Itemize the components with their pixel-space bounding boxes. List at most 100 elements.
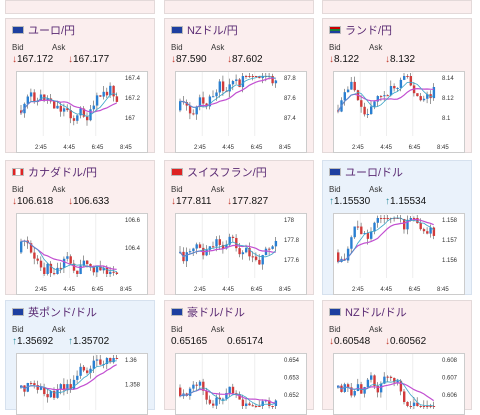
candle-body [346, 248, 350, 261]
pair-name[interactable]: 英ポンド/ドル [28, 307, 98, 319]
candle-body [399, 79, 403, 88]
bidask-values: ↓87.590 ↓87.602 [171, 54, 311, 65]
pair-name[interactable]: ランド/円 [345, 25, 393, 37]
pair-name[interactable]: スイスフラン/円 [187, 167, 267, 179]
y-tick-label: 167.4 [125, 76, 141, 82]
candle-body [379, 218, 383, 219]
candle-body [218, 397, 221, 400]
pair-title[interactable]: 豪ドル/ドル [171, 305, 245, 319]
candle-body [76, 375, 79, 380]
pair-title[interactable]: NZドル/ドル [329, 305, 407, 319]
price-chart[interactable]: 0.608 0.607 0.606 [333, 353, 465, 415]
candle-body [99, 95, 102, 97]
currency-card[interactable]: 英ポンド/ドル Bid Ask ↑1.35692 ↑1.35702 1.36 1.358 [5, 300, 155, 415]
pair-name[interactable]: 豪ドル/ドル [187, 307, 246, 319]
candle-body [33, 383, 36, 386]
candle-body [102, 91, 105, 97]
x-tick-label: 6:45 [251, 287, 263, 293]
candle-body [422, 229, 426, 232]
bid-value: ↓177.811 [171, 196, 212, 207]
candle-body [274, 240, 278, 247]
pair-title[interactable]: ユーロ/円 [12, 23, 75, 37]
currency-card[interactable]: 豪ドル/ドル Bid Ask 0.65165 0.65174 0.654 0.653 0.65… [164, 300, 314, 415]
x-tick-label: 8:45 [120, 287, 132, 293]
candle-body [376, 96, 379, 102]
ask-label: Ask [369, 43, 383, 52]
candle-body [192, 248, 195, 252]
bid-label: Bid [171, 185, 183, 194]
arrow-down-icon: ↓ [385, 336, 390, 347]
bid-label: Bid [171, 325, 183, 334]
x-tick-label: 2:45 [194, 287, 206, 293]
candle-body [264, 248, 268, 256]
bidask-labels: Bid Ask [329, 43, 469, 52]
currency-card[interactable]: カナダドル/円 Bid Ask ↓106.618 ↓106.633 106.6 106.4 2… [5, 160, 155, 295]
price-chart[interactable]: 0.654 0.653 0.652 [175, 353, 307, 415]
pair-name[interactable]: ユーロ/ドル [345, 167, 404, 179]
pair-name[interactable]: カナダドル/円 [28, 167, 98, 179]
candle-body [396, 380, 399, 383]
currency-card[interactable]: NZドル/ドル Bid Ask ↓0.60548 ↓0.60562 0.608 0.607 0… [322, 300, 472, 415]
y-tick-label: 1.157 [442, 238, 458, 244]
pair-title[interactable]: ユーロ/ドル [329, 165, 403, 179]
y-tick-label: 8.14 [442, 76, 454, 82]
pair-name[interactable]: ユーロ/円 [28, 25, 76, 37]
price-chart[interactable]: 178 177.8 177.6 2:45 4:45 6:45 8:45 [175, 213, 307, 295]
pair-title[interactable]: スイスフラン/円 [171, 165, 267, 179]
candle-body [95, 359, 99, 361]
currency-card[interactable]: スイスフラン/円 Bid Ask ↓177.811 ↓177.827 178 177.8 17… [164, 160, 314, 295]
candle-body [66, 384, 69, 391]
price-chart[interactable]: 106.6 106.4 2:45 4:45 6:45 8:45 [16, 213, 148, 295]
pair-title[interactable]: 英ポンド/ドル [12, 305, 97, 319]
candle-body [36, 385, 39, 390]
candle-body [69, 256, 72, 264]
price-chart[interactable]: 1.36 1.358 [16, 353, 148, 415]
currency-card[interactable]: ランド/円 Bid Ask ↓8.122 ↓8.132 8.14 8.12 8.1 2:45 4:… [322, 18, 472, 153]
y-tick-label: 177.8 [284, 238, 300, 244]
currency-card[interactable]: ユーロ/ドル Bid Ask ↑1.15530 ↑1.15534 1.158 1.157 1.… [322, 160, 472, 295]
candle-body [393, 85, 396, 89]
candle-body [46, 394, 49, 398]
candle-body [409, 406, 412, 407]
bidask-values: ↓8.122 ↓8.132 [329, 54, 469, 65]
candle-body [245, 403, 248, 406]
candle-body [49, 263, 53, 274]
price-chart[interactable]: 167.4 167.2 167 2:45 4:45 6:45 8:45 [16, 71, 148, 153]
arrow-down-icon: ↓ [12, 196, 17, 207]
candle-body [389, 376, 393, 378]
candle-body [26, 382, 29, 392]
price-chart[interactable]: 87.8 87.6 87.4 2:45 4:45 6:45 8:45 [175, 71, 307, 153]
candle-body [343, 384, 346, 392]
candle-body [49, 391, 53, 398]
y-tick-label: 1.36 [125, 358, 137, 364]
pair-title[interactable]: NZドル/円 [171, 23, 238, 37]
flag-icon [12, 26, 24, 34]
candle-body [89, 368, 92, 373]
candle-body [59, 384, 62, 390]
bid-value: ↓8.122 [329, 54, 360, 65]
bidask-labels: Bid Ask [171, 185, 311, 194]
candle-body [376, 385, 379, 393]
ask-label: Ask [211, 185, 225, 194]
candle-body [198, 381, 202, 386]
candle-body [112, 85, 115, 97]
y-tick-label: 167 [125, 116, 136, 122]
pair-title[interactable]: カナダドル/円 [12, 165, 97, 179]
pair-title[interactable]: ランド/円 [329, 23, 392, 37]
pair-name[interactable]: NZドル/ドル [345, 307, 407, 319]
bidask-values: ↑1.35692 ↑1.35702 [12, 336, 152, 347]
candle-body [76, 270, 79, 274]
currency-card[interactable]: NZドル/円 Bid Ask ↓87.590 ↓87.602 87.8 87.6 87.4 2:… [164, 18, 314, 153]
candle-body [112, 358, 115, 363]
candle-body [82, 366, 86, 371]
flag-icon [329, 168, 341, 176]
candle-body [419, 96, 422, 101]
candle-body [29, 92, 33, 97]
price-chart[interactable]: 1.158 1.157 1.156 2:45 4:45 6:45 8:45 [333, 213, 465, 295]
pair-name[interactable]: NZドル/円 [187, 25, 238, 37]
candle-body [383, 376, 386, 384]
price-chart[interactable]: 8.14 8.12 8.1 2:45 4:45 6:45 8:45 [333, 71, 465, 153]
currency-card[interactable]: ユーロ/円 Bid Ask ↓167.172 ↓167.177 167.4 167.2 167… [5, 18, 155, 153]
bidask-labels: Bid Ask [12, 43, 152, 52]
candle-body [195, 384, 198, 386]
